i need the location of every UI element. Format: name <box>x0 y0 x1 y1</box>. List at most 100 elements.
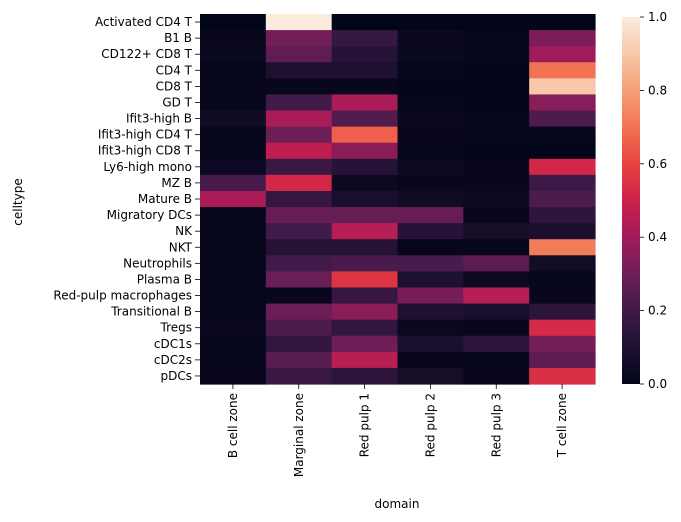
heatmap-cell <box>529 223 596 240</box>
y-tick-label: Ifit3-high B <box>126 112 192 126</box>
heatmap-cell <box>529 287 596 305</box>
heatmap-cell <box>265 174 333 192</box>
heatmap-cell <box>529 335 596 353</box>
heatmap-cell <box>463 94 530 112</box>
heatmap-cell <box>529 78 596 96</box>
y-axis-label: celltype <box>11 178 25 225</box>
heatmap-cell <box>463 78 530 96</box>
heatmap-cells <box>200 14 596 385</box>
heatmap-cell <box>265 46 333 63</box>
heatmap-cell <box>265 190 333 208</box>
heatmap-cell <box>397 207 464 224</box>
colorbar <box>622 17 640 384</box>
y-tick-label: Tregs <box>160 321 193 335</box>
y-tick-label: Transitional B <box>110 305 192 319</box>
y-tick-label: B1 B <box>164 31 192 45</box>
y-tick-labels: Activated CD4 T B1 B CD122+ CD8 T CD4 T CD8 … <box>53 15 200 383</box>
heatmap-cell <box>397 14 464 31</box>
heatmap-cell <box>463 319 530 337</box>
heatmap-cell <box>397 351 464 369</box>
heatmap-cell <box>463 62 530 79</box>
y-tick-label: Ifit3-high CD4 T <box>98 128 193 142</box>
heatmap-cell <box>463 223 530 240</box>
heatmap-cell <box>397 94 464 112</box>
heatmap-cell <box>463 287 530 305</box>
heatmap-cell <box>529 303 596 321</box>
heatmap-cell <box>397 319 464 337</box>
x-tick-label: Red pulp 1 <box>358 393 372 457</box>
heatmap-cell <box>331 223 399 240</box>
heatmap-cell <box>529 158 596 176</box>
heatmap-cell <box>331 126 399 144</box>
heatmap-cell <box>331 239 399 256</box>
heatmap-cell <box>331 30 399 47</box>
heatmap-cell <box>331 46 399 63</box>
heatmap-cell <box>397 78 464 96</box>
heatmap-cell <box>265 207 333 224</box>
heatmap-cell <box>200 303 267 321</box>
y-tick-label: Ifit3-high CD8 T <box>98 144 193 158</box>
y-tick-label: Plasma B <box>137 272 192 286</box>
heatmap-cell <box>529 367 596 385</box>
y-tick-label: CD122+ CD8 T <box>101 47 192 61</box>
heatmap-cell <box>529 46 596 63</box>
heatmap-cell <box>200 46 267 63</box>
heatmap-cell <box>397 30 464 47</box>
heatmap-cell <box>331 351 399 369</box>
heatmap-cell <box>397 303 464 321</box>
heatmap-cell <box>331 319 399 337</box>
heatmap-cell <box>331 78 399 96</box>
y-tick-label: CD8 T <box>156 79 193 93</box>
y-tick-label: Activated CD4 T <box>95 15 193 29</box>
y-tick-label: Ly6-high mono <box>103 160 192 174</box>
heatmap-cell <box>529 30 596 47</box>
y-tick-label: Mature B <box>138 192 192 206</box>
heatmap-cell <box>200 351 267 369</box>
heatmap-cell <box>397 223 464 240</box>
heatmap-cell <box>463 46 530 63</box>
y-tick-label: Migratory DCs <box>107 208 192 222</box>
y-tick-label: Red-pulp macrophages <box>53 289 192 303</box>
heatmap-cell <box>397 62 464 79</box>
heatmap-cell <box>529 255 596 272</box>
heatmap-cell <box>200 335 267 353</box>
heatmap-cell <box>463 110 530 128</box>
heatmap-cell <box>463 271 530 289</box>
heatmap-cell <box>463 142 530 160</box>
heatmap-cell <box>200 367 267 385</box>
heatmap-cell <box>265 255 333 272</box>
heatmap-cell <box>331 94 399 112</box>
colorbar-tick-label: 0.2 <box>648 304 667 318</box>
heatmap-cell <box>529 94 596 112</box>
heatmap-cell <box>265 62 333 79</box>
heatmap-cell <box>397 271 464 289</box>
heatmap-cell <box>529 207 596 224</box>
heatmap-cell <box>397 126 464 144</box>
heatmap-cell <box>397 367 464 385</box>
heatmap-cell <box>397 174 464 192</box>
heatmap-cell <box>463 126 530 144</box>
heatmap-cell <box>200 190 267 208</box>
heatmap-cell <box>529 239 596 256</box>
heatmap-cell <box>265 271 333 289</box>
heatmap-cell <box>200 174 267 192</box>
x-tick-labels: B cell zone Marginal zone Red pulp 1 Red pu… <box>226 384 569 477</box>
heatmap-cell <box>529 110 596 128</box>
x-tick-label: T cell zone <box>555 393 569 458</box>
heatmap-cell <box>331 142 399 160</box>
heatmap-cell <box>331 335 399 353</box>
heatmap-cell <box>200 239 267 256</box>
heatmap-cell <box>463 367 530 385</box>
heatmap-cell <box>265 14 333 31</box>
colorbar-tick-label: 0.8 <box>648 83 667 97</box>
heatmap-cell <box>265 287 333 305</box>
heatmap-cell <box>331 190 399 208</box>
heatmap-cell <box>200 319 267 337</box>
heatmap-cell <box>397 46 464 63</box>
heatmap-cell <box>200 271 267 289</box>
heatmap-cell <box>331 287 399 305</box>
heatmap-cell <box>265 94 333 112</box>
heatmap-cell <box>331 207 399 224</box>
heatmap-cell <box>397 287 464 305</box>
